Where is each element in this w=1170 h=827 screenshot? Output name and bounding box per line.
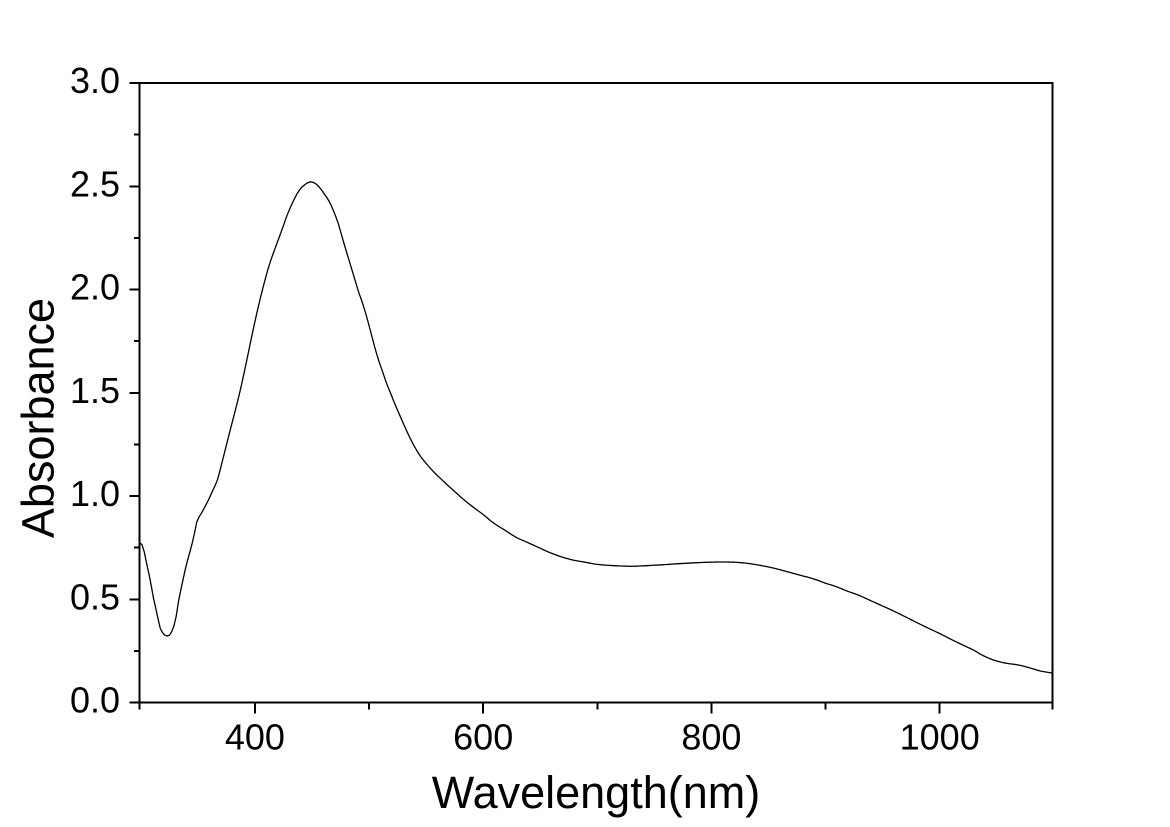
svg-text:0.0: 0.0	[70, 680, 120, 721]
svg-text:0.5: 0.5	[70, 576, 120, 617]
svg-text:400: 400	[225, 717, 285, 758]
svg-text:600: 600	[453, 717, 513, 758]
svg-text:2.5: 2.5	[70, 163, 120, 204]
svg-text:1.0: 1.0	[70, 473, 120, 514]
svg-text:3.0: 3.0	[70, 60, 120, 101]
svg-text:Absorbance: Absorbance	[13, 298, 64, 538]
svg-text:1.5: 1.5	[70, 370, 120, 411]
svg-text:Wavelength(nm): Wavelength(nm)	[432, 767, 760, 818]
svg-text:2.0: 2.0	[70, 267, 120, 308]
svg-text:800: 800	[681, 717, 741, 758]
svg-text:1000: 1000	[900, 717, 980, 758]
